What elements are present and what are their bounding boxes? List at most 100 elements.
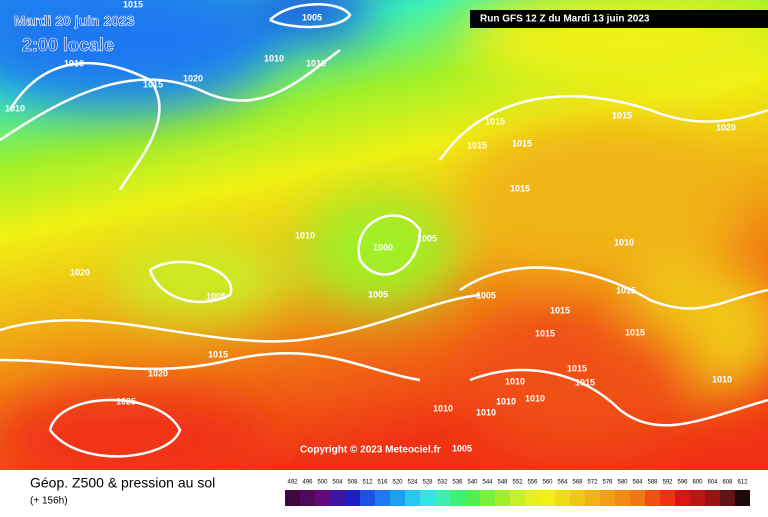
isobar-label: 1025 <box>116 396 136 406</box>
isobar-label: 1010 <box>295 230 315 240</box>
legend-label: 528 <box>422 480 433 486</box>
isobar-label: 1020 <box>716 122 736 132</box>
legend-label: 560 <box>542 480 553 486</box>
legend-label: 512 <box>362 480 373 486</box>
isobars <box>0 3 768 458</box>
legend-label: 612 <box>737 480 748 486</box>
legend-swatch <box>540 490 555 506</box>
run-label: Run GFS 12 Z du Mardi 13 juin 2023 <box>480 14 650 25</box>
legend-swatch <box>315 490 330 506</box>
isobar-label: 1015 <box>123 0 143 9</box>
legend-label: 496 <box>302 480 313 486</box>
isobar-label: 1000 <box>373 242 393 252</box>
legend-swatch <box>405 490 420 506</box>
legend-label: 500 <box>317 480 328 486</box>
legend-label: 536 <box>452 480 463 486</box>
legend-swatch <box>510 490 525 506</box>
legend-swatch <box>465 490 480 506</box>
isobar-label: 1015 <box>485 116 505 126</box>
time-label: 2:00 locale <box>22 35 114 55</box>
legend-swatch <box>420 490 435 506</box>
copyright: Copyright © 2023 Meteociel.fr <box>300 445 441 456</box>
legend-label: 568 <box>572 480 583 486</box>
isobar-label: 1015 <box>567 363 587 373</box>
isobar-label: 1015 <box>467 140 487 150</box>
legend-label: 504 <box>332 480 343 486</box>
isobar-label: 1015 <box>512 138 532 148</box>
legend-swatch <box>705 490 720 506</box>
legend-label: 604 <box>707 480 718 486</box>
isobar-label: 1010 <box>614 237 634 247</box>
isobar-label: 1005 <box>206 291 226 301</box>
isobar-label: 1010 <box>712 374 732 384</box>
isobar-label: 1020 <box>70 267 90 277</box>
legend-swatch <box>330 490 345 506</box>
isobar-label: 1010 <box>496 396 516 406</box>
legend-label: 592 <box>662 480 673 486</box>
legend-label: 576 <box>602 480 613 486</box>
isobar-label: 1005 <box>476 290 496 300</box>
legend-swatch <box>345 490 360 506</box>
isobar-label: 1010 <box>505 376 525 386</box>
footer-lead: (+ 156h) <box>30 496 68 507</box>
legend-swatch <box>300 490 315 506</box>
isobar-label: 1015 <box>550 305 570 315</box>
legend-label: 524 <box>407 480 418 486</box>
isobar-label: 1020 <box>148 368 168 378</box>
legend-label: 492 <box>287 480 298 486</box>
legend-label: 544 <box>482 480 493 486</box>
legend-swatch <box>570 490 585 506</box>
isobar-label: 1005 <box>417 233 437 243</box>
legend-swatch <box>525 490 540 506</box>
isobar-label: 1015 <box>612 110 632 120</box>
legend-label: 584 <box>632 480 643 486</box>
isobar-label: 1010 <box>5 103 25 113</box>
legend-swatch <box>480 490 495 506</box>
legend-swatch <box>645 490 660 506</box>
date-label: Mardi 20 juin 2023 <box>14 13 135 29</box>
legend-swatch <box>690 490 705 506</box>
legend-swatch <box>630 490 645 506</box>
legend-swatch <box>600 490 615 506</box>
isobar-label: 1015 <box>625 327 645 337</box>
isobar-label: 1010 <box>64 58 84 68</box>
legend-swatch <box>735 490 750 506</box>
legend-label: 580 <box>617 480 628 486</box>
footer-title: Géop. Z500 & pression au sol <box>30 475 215 491</box>
isobar-label: 1005 <box>452 443 472 453</box>
legend: 492 496 500 504 508 512 516 520 524 528 532 536 540 5… <box>285 480 750 506</box>
legend-swatch <box>675 490 690 506</box>
isobar-label: 1010 <box>476 407 496 417</box>
legend-label: 572 <box>587 480 598 486</box>
legend-label: 588 <box>647 480 658 486</box>
legend-label: 532 <box>437 480 448 486</box>
isobar-label: 1005 <box>302 12 322 22</box>
legend-swatch <box>495 490 510 506</box>
run-box <box>470 10 768 28</box>
legend-swatch <box>375 490 390 506</box>
legend-label: 548 <box>497 480 508 486</box>
isobar-label: 1015 <box>510 183 530 193</box>
legend-label: 556 <box>527 480 538 486</box>
legend-label: 520 <box>392 480 403 486</box>
legend-label: 608 <box>722 480 733 486</box>
isobar-label: 1020 <box>183 73 203 83</box>
legend-swatch <box>615 490 630 506</box>
legend-swatch <box>660 490 675 506</box>
legend-label: 508 <box>347 480 358 486</box>
isobar-label: 1015 <box>208 349 228 359</box>
isobar-label: 1010 <box>264 53 284 63</box>
isobar-label: 1015 <box>143 79 163 89</box>
isobar-label: 1015 <box>535 328 555 338</box>
legend-swatch <box>720 490 735 506</box>
legend-swatch <box>585 490 600 506</box>
isobar-label: 1010 <box>306 58 326 68</box>
isobar-label: 1015 <box>575 377 595 387</box>
legend-swatch <box>450 490 465 506</box>
legend-label: 552 <box>512 480 523 486</box>
legend-swatch <box>555 490 570 506</box>
legend-swatch <box>285 490 300 506</box>
legend-swatch <box>360 490 375 506</box>
